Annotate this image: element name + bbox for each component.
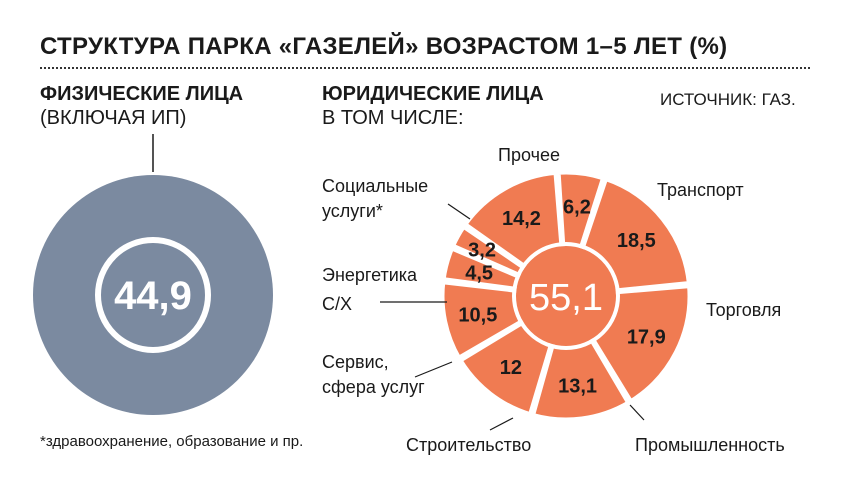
individuals-value-label: 44,9 [114,274,192,318]
legal-subheading: В ТОМ ЧИСЛЕ: [322,107,464,129]
legal-inner-ring [512,242,620,350]
title-divider [40,67,810,69]
value-label-other: 6,2 [563,197,591,219]
individuals-pie [33,175,273,415]
legal-total-label: 55,1 [529,277,603,319]
leader-industry [629,404,645,421]
leader-construction [489,417,514,431]
legal-heading: ЮРИДИЧЕСКИЕ ЛИЦА [322,83,544,105]
category-label-trade: Торговля [706,300,781,320]
category-label-transport: Транспорт [657,180,744,200]
category-label-other: Прочее [498,145,560,165]
category-label-energy: Энергетика [322,265,418,285]
value-label-industry: 13,1 [558,375,597,397]
category-label-construction: Строительство [406,435,531,455]
legal-center-disc [516,246,616,346]
chart-title: СТРУКТУРА ПАРКА «ГАЗЕЛЕЙ» ВОЗРАСТОМ 1–5 … [40,33,728,60]
individuals-subheading: (ВКЛЮЧАЯ ИП) [40,107,187,129]
individuals-heading: ФИЗИЧЕСКИЕ ЛИЦА [40,83,244,105]
leader-services [414,361,453,378]
legal-value-labels: 6,2 18,5 17,9 13,1 12 10,5 4,53,2 14,2 [458,197,665,398]
category-label-industry: Промышленность [635,435,785,455]
slice-industry [529,289,633,423]
value-label-trade: 17,9 [627,327,666,349]
value-label-transport: 18,5 [617,230,656,252]
value-label-services: 10,5 [458,304,497,326]
category-label-social-line1: Социальные [322,176,428,196]
category-label-agriculture: С/Х [322,294,352,314]
category-label-social-line2: услуги* [322,201,383,221]
value-label-social: 14,2 [502,208,541,230]
category-label-services-line2: сфера услуг [322,377,425,397]
source-note: ИСТОЧНИК: ГАЗ. [660,90,796,109]
value-label-agriculture: 4,5 [465,262,493,284]
footnote: *здравоохранение, образование и пр. [40,433,304,450]
individuals-inner-ring [95,237,211,353]
value-label-construction: 12 [500,357,522,379]
leader-social [447,203,471,220]
legal-slices [439,169,693,423]
value-label-energy: 3,2 [468,239,496,261]
category-label-services-line1: Сервис, [322,352,389,372]
